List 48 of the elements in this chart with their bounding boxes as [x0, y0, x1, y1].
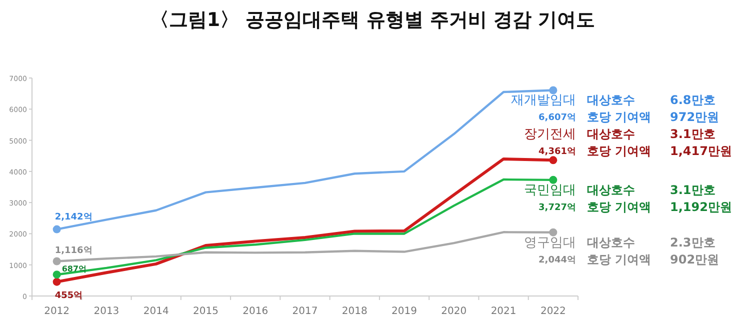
series-label: 국민임대	[524, 182, 576, 198]
x-tick-label: 2022	[540, 306, 566, 317]
x-tick-label: 2017	[292, 306, 318, 317]
data-label: 455억	[54, 290, 83, 301]
text: 1,192만원	[670, 200, 732, 214]
text: 대상호수	[587, 93, 635, 108]
series-label: 영구임대	[524, 235, 576, 250]
x-tick-label: 2018	[342, 306, 368, 317]
data-label: 2,142억	[54, 212, 92, 222]
data-label: 1,116억	[54, 246, 92, 256]
point	[52, 270, 61, 279]
text: 대상호수	[587, 235, 635, 250]
text: 호당 기여액	[587, 144, 652, 158]
series-label: 재개발임대	[511, 93, 576, 108]
text: 902만원	[670, 252, 720, 266]
x-tick-label: 2021	[490, 306, 516, 317]
text: 3.1만호	[670, 182, 716, 197]
x-tick-label: 2012	[44, 306, 70, 317]
text: 1,417만원	[670, 144, 732, 158]
data-label: 4,361억	[538, 147, 576, 158]
x-tick-label: 2014	[143, 306, 169, 317]
text: 호당 기여액	[587, 252, 652, 266]
data-label: 3,727억	[538, 202, 576, 213]
point	[549, 86, 558, 94]
text: 3.1만호	[670, 127, 716, 142]
x-tick-label: 2013	[94, 306, 120, 317]
point	[52, 225, 61, 234]
series-label: 장기전세	[524, 127, 576, 142]
text: 2.3만호	[670, 235, 716, 250]
text: 6.8만호	[670, 93, 716, 108]
point	[549, 156, 558, 164]
text: 972만원	[670, 110, 720, 124]
data-label: 6,607억	[538, 113, 576, 124]
data-label: 687억	[62, 264, 87, 274]
x-tick-label: 2015	[193, 306, 218, 317]
point	[549, 176, 558, 184]
x-tick-label: 2016	[242, 306, 268, 317]
point	[52, 278, 61, 286]
x-tick-label: 2020	[441, 306, 467, 317]
x-tick-label: 2019	[392, 306, 417, 317]
data-label: 2,044억	[538, 255, 576, 266]
text: 대상호수	[587, 127, 635, 142]
point	[52, 257, 61, 266]
text: 호당 기여액	[587, 110, 652, 124]
text: 호당 기여액	[587, 200, 652, 214]
chart-title: 〈그림1〉 공공임대주택 유형별 주거비 경감 기여도	[150, 9, 596, 31]
text: 대상호수	[587, 182, 635, 197]
point	[549, 228, 558, 236]
